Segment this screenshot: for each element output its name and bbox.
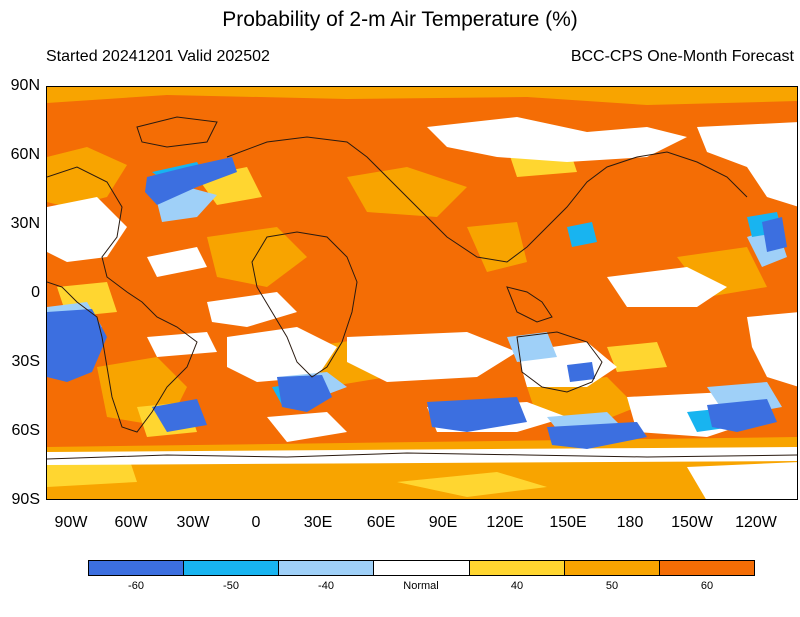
field-minus60-patches [47, 157, 787, 449]
lon-label-0: 0 [251, 514, 261, 531]
legend-bin-50 [564, 561, 660, 575]
legend-label-normal: Normal [403, 580, 439, 592]
forecast-period: Started 20241201 Valid 202502 [46, 48, 270, 65]
color-legend [88, 560, 755, 576]
lat-label-30n: 30N [10, 215, 40, 232]
lon-label-30e: 30E [303, 514, 333, 531]
page-title: Probability of 2-m Air Temperature (%) [222, 8, 578, 31]
lat-label-90n: 90N [10, 77, 40, 94]
lon-label-120w: 120W [735, 514, 777, 531]
lat-label-30s: 30S [11, 353, 40, 370]
map-canvas [47, 87, 797, 499]
probability-map [46, 86, 798, 500]
lon-label-60w: 60W [114, 514, 148, 531]
lon-label-60e: 60E [366, 514, 396, 531]
lon-label-90w: 90W [54, 514, 88, 531]
legend-bin-minus60 [89, 561, 185, 575]
lat-label-60s: 60S [11, 422, 40, 439]
legend-bin-minus50 [184, 561, 280, 575]
legend-label-minus60: -60 [128, 580, 144, 592]
lat-label-eq: 0 [31, 284, 40, 301]
lon-label-150w: 150W [671, 514, 713, 531]
legend-label-minus50: -50 [223, 580, 239, 592]
lat-label-90s: 90S [11, 491, 40, 508]
lat-label-60n: 60N [10, 146, 40, 163]
lon-label-30w: 30W [176, 514, 210, 531]
coastlines [47, 116, 797, 460]
lon-label-150e: 150E [549, 514, 587, 531]
lon-label-90e: 90E [428, 514, 458, 531]
lon-label-180: 180 [616, 514, 644, 531]
legend-bin-minus40 [279, 561, 375, 575]
forecast-source: BCC-CPS One-Month Forecast [570, 48, 794, 65]
legend-bin-normal [374, 561, 470, 575]
legend-label-60: 60 [700, 580, 714, 592]
legend-label-40: 40 [510, 580, 524, 592]
legend-label-minus40: -40 [318, 580, 334, 592]
legend-label-50: 50 [605, 580, 619, 592]
legend-bin-40 [469, 561, 565, 575]
lon-label-120e: 120E [486, 514, 524, 531]
legend-bin-60 [659, 561, 754, 575]
